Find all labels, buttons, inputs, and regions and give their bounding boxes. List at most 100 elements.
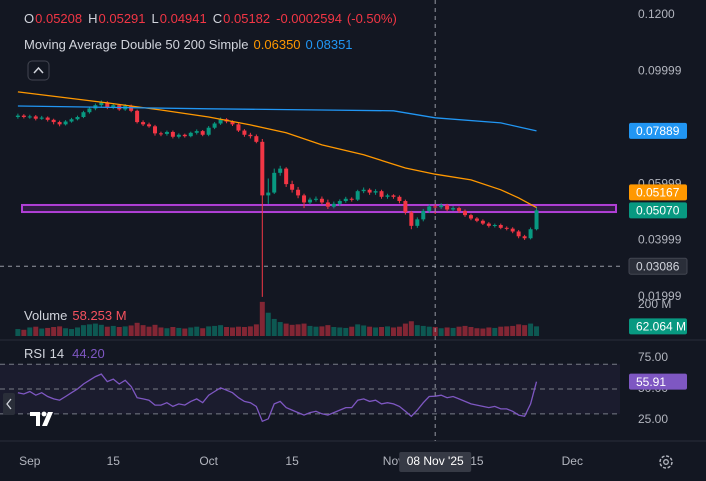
volume-bar [21, 329, 27, 336]
candle-body [391, 195, 396, 197]
volume-bar [247, 326, 253, 336]
candle-body [39, 117, 44, 119]
ma-value: 0.08351 [305, 37, 353, 52]
price-label-box [629, 122, 687, 139]
volume-bar [253, 324, 259, 336]
candle-body [63, 121, 68, 125]
moving-average-line [17, 105, 537, 132]
candle-body [433, 206, 438, 208]
candle-body [313, 198, 318, 200]
legend-key: O [24, 11, 35, 26]
volume-bar [230, 327, 235, 336]
legend-value: 0.05291 [98, 11, 146, 26]
candle-body [135, 110, 140, 123]
volume-bar [194, 326, 200, 336]
volume-bar [492, 327, 498, 336]
volume-bar [396, 326, 402, 336]
candle-body [182, 134, 187, 137]
candle-body [445, 205, 450, 210]
y-tick-label: 75.00 [638, 350, 668, 364]
x-tick-label: 15 [470, 454, 484, 468]
candle-body [379, 191, 384, 197]
volume-bar [373, 327, 379, 336]
candle-body [81, 112, 86, 118]
candle-body [176, 134, 181, 137]
candle-body [486, 223, 491, 226]
volume-bar [51, 327, 57, 336]
crosshair-label: 08 Nov '25 [407, 454, 464, 468]
volume-bar [128, 325, 134, 336]
price-label: 0.05070 [636, 204, 680, 218]
legend-value: 0.04941 [159, 11, 207, 26]
candle-body [206, 127, 211, 135]
candle-body [218, 119, 223, 124]
volume-bar [426, 326, 432, 336]
volume-bar [438, 328, 444, 336]
volume-bar [69, 329, 75, 336]
candle-body [153, 126, 157, 134]
indicator-name: Moving Average Double 50 200 Simple [24, 37, 249, 52]
volume-bar [45, 327, 51, 336]
candle-body [355, 191, 360, 200]
rsi-value: 44.20 [72, 346, 105, 361]
settings-icon[interactable] [659, 455, 673, 469]
candle-body [75, 117, 80, 120]
volume-bar [498, 326, 504, 336]
volume-bar [224, 327, 230, 336]
candle-body [308, 199, 312, 203]
volume-bar [337, 327, 343, 336]
volume-bar [152, 324, 158, 336]
x-tick-label: 15 [285, 454, 299, 468]
candle-body [397, 196, 402, 202]
candle-body [105, 102, 110, 108]
candle-body [278, 168, 283, 173]
candle-body [457, 208, 462, 211]
volume-bar [277, 322, 283, 336]
rsi-label-box [629, 373, 687, 390]
candle-body [302, 195, 307, 203]
volume-bar [355, 324, 361, 336]
volume-bar [456, 326, 462, 336]
candle-body [200, 131, 205, 135]
volume-bar [450, 327, 456, 336]
arrow-icon [6, 398, 12, 410]
volume-bar [259, 301, 265, 336]
plot-area [0, 91, 620, 423]
volume-bar [39, 328, 45, 336]
candle-body [415, 219, 420, 226]
volume-bar [15, 329, 21, 336]
candle-body [325, 202, 330, 207]
candle-body [170, 131, 175, 137]
candle-body [284, 168, 289, 185]
rsi-legend: RSI 14 44.20 [24, 346, 105, 361]
scroll-left-button[interactable] [3, 393, 15, 415]
candle-body [409, 212, 414, 226]
volume-bar [158, 327, 164, 336]
candle-body [236, 124, 241, 131]
candle-body [463, 210, 467, 216]
candle-body [147, 124, 152, 127]
volume-bar [534, 326, 540, 336]
candle-body [439, 205, 444, 208]
volume-bar [122, 326, 128, 336]
volume-bar [343, 327, 349, 336]
collapse-button[interactable] [27, 60, 50, 81]
volume-bar [361, 325, 367, 336]
candle-body [21, 115, 26, 118]
volume-bar [265, 312, 271, 336]
candle-body [158, 133, 163, 135]
volume-bar [146, 326, 152, 336]
volume-bar [319, 326, 325, 336]
candle-body [534, 210, 539, 230]
candle-body [421, 210, 426, 220]
volume-bar [170, 327, 176, 336]
candle-body [141, 122, 146, 125]
volume-bar [331, 327, 337, 336]
x-tick-label: Dec [562, 454, 583, 468]
volume-bar [468, 327, 474, 336]
candle-body [45, 117, 50, 120]
price-label: 0.05167 [636, 186, 680, 200]
volume-bar [516, 324, 522, 336]
volume-bar [176, 327, 182, 336]
